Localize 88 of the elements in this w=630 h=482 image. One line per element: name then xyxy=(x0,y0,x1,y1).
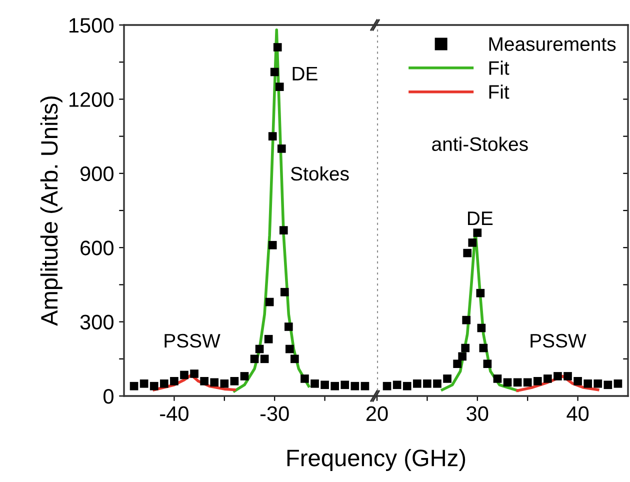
point xyxy=(180,370,188,380)
x-tick-label: 20 xyxy=(366,406,388,422)
point xyxy=(477,324,486,332)
point xyxy=(533,376,542,386)
point xyxy=(360,382,370,390)
point xyxy=(614,379,622,388)
point xyxy=(503,378,512,387)
point xyxy=(594,379,602,388)
point xyxy=(160,379,168,388)
point xyxy=(200,376,208,386)
x-tick-label: 30 xyxy=(466,406,488,422)
x-tick-label: -40 xyxy=(160,406,188,422)
point xyxy=(476,288,485,298)
point xyxy=(268,132,277,140)
point xyxy=(268,240,277,250)
point xyxy=(584,379,592,388)
y-tick-label: 600 xyxy=(80,240,114,256)
point xyxy=(513,378,522,387)
point xyxy=(423,379,432,388)
annotation: DE xyxy=(468,212,493,226)
x-tick-label: -30 xyxy=(260,406,289,422)
point xyxy=(210,378,219,387)
point xyxy=(150,382,158,390)
annotation: anti-Stokes xyxy=(432,136,528,152)
point xyxy=(463,248,472,258)
point xyxy=(544,374,552,383)
point xyxy=(280,288,289,296)
point xyxy=(453,360,462,368)
point xyxy=(279,226,288,234)
point xyxy=(412,379,422,388)
point xyxy=(230,376,239,386)
legend-label: Fit xyxy=(489,60,510,75)
point xyxy=(290,354,299,364)
point xyxy=(392,380,402,390)
point xyxy=(260,354,269,364)
point xyxy=(468,238,477,247)
point xyxy=(170,376,178,386)
point xyxy=(310,379,319,388)
point xyxy=(462,316,471,324)
point xyxy=(240,372,249,380)
point xyxy=(300,374,309,383)
y-tick-label: 1500 xyxy=(70,18,114,33)
point xyxy=(554,372,562,380)
point xyxy=(479,344,488,352)
point xyxy=(604,380,612,390)
annotation: Stokes xyxy=(290,166,349,181)
point xyxy=(275,82,284,91)
point xyxy=(285,344,294,354)
point xyxy=(382,382,392,390)
point xyxy=(320,380,329,390)
point xyxy=(473,228,482,237)
point xyxy=(443,374,452,383)
point xyxy=(220,379,229,388)
x-axis-title: Frequency (GHz) xyxy=(287,448,466,472)
legend-label: Measurements xyxy=(489,37,616,51)
x-tick-label: 40 xyxy=(566,406,589,422)
point xyxy=(461,344,470,352)
annotation: PSSW xyxy=(530,334,586,348)
point xyxy=(523,378,532,387)
y-axis-title: Amplitude (Arb. Units) xyxy=(40,96,62,326)
point xyxy=(130,382,138,390)
point xyxy=(458,352,467,361)
point xyxy=(564,372,572,380)
annotation: DE xyxy=(292,66,318,80)
annotation: PSSW xyxy=(164,334,220,348)
point xyxy=(273,43,282,52)
point xyxy=(350,382,360,390)
point xyxy=(340,380,350,390)
point xyxy=(433,379,442,388)
legend-label: Fit xyxy=(489,84,510,99)
point xyxy=(330,382,340,390)
point xyxy=(402,382,412,390)
point xyxy=(265,298,274,306)
y-tick-label: 1200 xyxy=(70,92,114,107)
point xyxy=(270,68,279,76)
point xyxy=(574,376,582,386)
point xyxy=(284,322,293,331)
point xyxy=(493,374,502,383)
point xyxy=(264,334,273,344)
y-tick-label: 900 xyxy=(80,166,114,182)
point xyxy=(483,360,492,368)
point xyxy=(190,370,198,378)
point xyxy=(140,379,148,388)
point xyxy=(255,344,264,354)
y-tick-label: 0 xyxy=(104,389,114,404)
point xyxy=(250,354,259,364)
y-tick-label: 300 xyxy=(80,314,114,330)
point xyxy=(277,144,286,153)
